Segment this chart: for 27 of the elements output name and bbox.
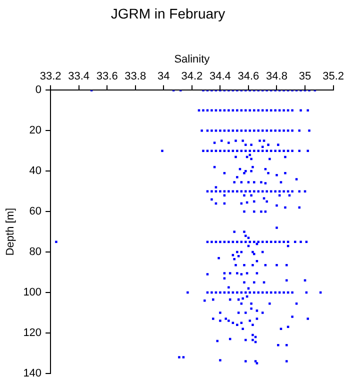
x-tick-label: 35.2 [322,70,344,83]
y-tick-label: 0 [35,84,42,96]
x-tick-label: 34.2 [181,70,203,83]
x-tick-label: 34.6 [238,70,260,83]
y-axis-title: Depth [m] [4,208,17,256]
y-tick-label: 20 [29,124,42,137]
point [252,109,256,112]
x-tick-label: 34 [158,70,170,83]
point [252,150,256,152]
point [252,291,256,294]
y-tick-label: 40 [29,165,42,178]
point [294,240,296,244]
y-tick-label: 60 [29,206,42,218]
point [252,240,256,244]
y-tick-label: 140 [23,367,42,380]
x-tick-label: 34.8 [266,70,288,83]
y-tick-label: 80 [29,246,42,258]
chart-title: JGRM in February [110,5,226,22]
x-tick-label: 33.2 [40,70,62,83]
x-tick-label: 34.4 [209,70,231,83]
x-tick-label: 33.4 [68,70,90,83]
x-tick-label: 33.6 [96,70,118,83]
y-tick-label: 100 [23,286,42,299]
x-axis-title: Salinity [174,53,210,66]
y-tick-label: 120 [23,326,42,339]
x-tick-label: 35 [298,70,312,83]
x-tick-label: 33.8 [124,70,146,83]
